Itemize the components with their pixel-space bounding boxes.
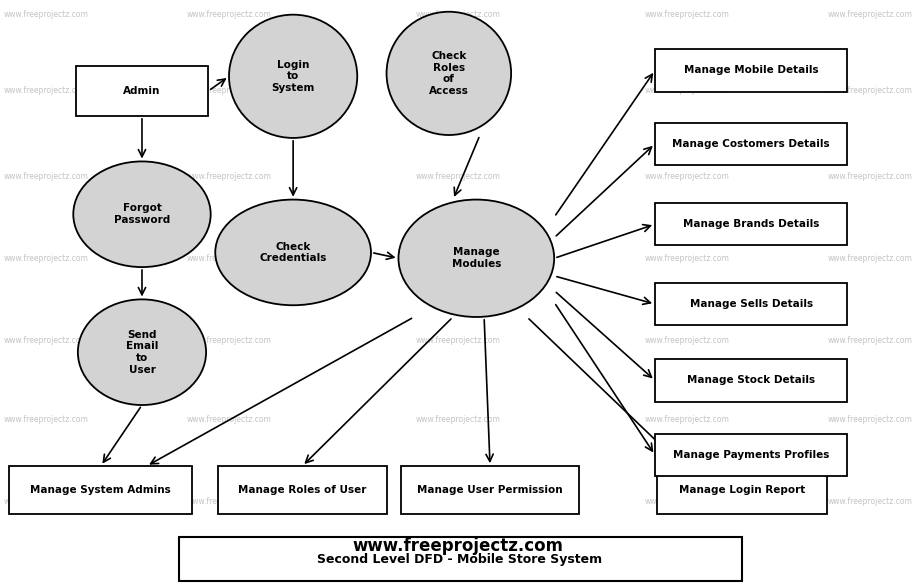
Bar — [655, 434, 847, 476]
Text: www.freeprojectz.com: www.freeprojectz.com — [645, 171, 729, 181]
Text: www.freeprojectz.com: www.freeprojectz.com — [645, 86, 729, 96]
Text: www.freeprojectz.com: www.freeprojectz.com — [828, 10, 912, 19]
Text: www.freeprojectz.com: www.freeprojectz.com — [645, 10, 729, 19]
Text: Manage Payments Profiles: Manage Payments Profiles — [673, 450, 829, 460]
Text: www.freeprojectz.com: www.freeprojectz.com — [828, 254, 912, 263]
Text: Manage Roles of User: Manage Roles of User — [238, 485, 366, 495]
Text: Manage Costomers Details: Manage Costomers Details — [672, 139, 830, 149]
Text: Check
Credentials: Check Credentials — [259, 242, 327, 263]
Text: www.freeprojectz.com: www.freeprojectz.com — [4, 171, 88, 181]
Text: Check
Roles
of
Access: Check Roles of Access — [429, 51, 469, 96]
Text: www.freeprojectz.com: www.freeprojectz.com — [645, 497, 729, 507]
Text: www.freeprojectz.com: www.freeprojectz.com — [416, 86, 500, 96]
Bar — [655, 203, 847, 245]
Bar — [218, 466, 387, 514]
Bar — [655, 283, 847, 325]
Text: Forgot
Password: Forgot Password — [114, 204, 170, 225]
Text: www.freeprojectz.com: www.freeprojectz.com — [828, 415, 912, 424]
Text: www.freeprojectz.com: www.freeprojectz.com — [353, 537, 563, 555]
Text: www.freeprojectz.com: www.freeprojectz.com — [4, 254, 88, 263]
Text: www.freeprojectz.com: www.freeprojectz.com — [416, 254, 500, 263]
Text: www.freeprojectz.com: www.freeprojectz.com — [4, 86, 88, 96]
Bar — [401, 466, 580, 514]
Text: www.freeprojectz.com: www.freeprojectz.com — [187, 254, 271, 263]
Text: www.freeprojectz.com: www.freeprojectz.com — [828, 86, 912, 96]
Text: www.freeprojectz.com: www.freeprojectz.com — [645, 415, 729, 424]
Text: www.freeprojectz.com: www.freeprojectz.com — [187, 86, 271, 96]
Text: www.freeprojectz.com: www.freeprojectz.com — [416, 497, 500, 507]
Text: www.freeprojectz.com: www.freeprojectz.com — [187, 10, 271, 19]
Bar — [75, 66, 208, 116]
Text: www.freeprojectz.com: www.freeprojectz.com — [645, 254, 729, 263]
Text: Manage Sells Details: Manage Sells Details — [690, 299, 812, 309]
Text: www.freeprojectz.com: www.freeprojectz.com — [828, 336, 912, 345]
Text: www.freeprojectz.com: www.freeprojectz.com — [187, 497, 271, 507]
Text: www.freeprojectz.com: www.freeprojectz.com — [828, 171, 912, 181]
Ellipse shape — [387, 12, 511, 135]
Text: www.freeprojectz.com: www.freeprojectz.com — [416, 10, 500, 19]
Text: www.freeprojectz.com: www.freeprojectz.com — [645, 336, 729, 345]
Text: Manage Login Report: Manage Login Report — [679, 485, 805, 495]
Ellipse shape — [78, 299, 206, 405]
Ellipse shape — [398, 200, 554, 317]
Text: www.freeprojectz.com: www.freeprojectz.com — [187, 336, 271, 345]
Bar — [655, 123, 847, 165]
Text: www.freeprojectz.com: www.freeprojectz.com — [187, 171, 271, 181]
Text: Manage System Admins: Manage System Admins — [30, 485, 171, 495]
Bar — [655, 359, 847, 402]
Bar — [655, 49, 847, 92]
Text: www.freeprojectz.com: www.freeprojectz.com — [4, 336, 88, 345]
Text: www.freeprojectz.com: www.freeprojectz.com — [416, 415, 500, 424]
Text: Admin: Admin — [124, 86, 160, 96]
Text: Manage
Modules: Manage Modules — [452, 248, 501, 269]
Text: www.freeprojectz.com: www.freeprojectz.com — [4, 415, 88, 424]
Text: Manage Stock Details: Manage Stock Details — [687, 375, 815, 386]
Text: Manage Brands Details: Manage Brands Details — [683, 219, 819, 230]
Text: www.freeprojectz.com: www.freeprojectz.com — [416, 336, 500, 345]
Ellipse shape — [73, 161, 211, 267]
Bar — [658, 466, 826, 514]
Text: www.freeprojectz.com: www.freeprojectz.com — [187, 415, 271, 424]
Text: www.freeprojectz.com: www.freeprojectz.com — [416, 171, 500, 181]
Text: www.freeprojectz.com: www.freeprojectz.com — [828, 497, 912, 507]
Text: www.freeprojectz.com: www.freeprojectz.com — [4, 497, 88, 507]
Ellipse shape — [215, 200, 371, 305]
Text: Send
Email
to
User: Send Email to User — [125, 330, 158, 375]
Text: Manage Mobile Details: Manage Mobile Details — [684, 65, 818, 76]
Text: www.freeprojectz.com: www.freeprojectz.com — [4, 10, 88, 19]
Bar — [179, 537, 742, 581]
Text: Manage User Permission: Manage User Permission — [418, 485, 562, 495]
Text: Second Level DFD - Mobile Store System: Second Level DFD - Mobile Store System — [317, 553, 603, 566]
Ellipse shape — [229, 15, 357, 138]
Text: Login
to
System: Login to System — [271, 60, 315, 93]
Bar — [9, 466, 192, 514]
